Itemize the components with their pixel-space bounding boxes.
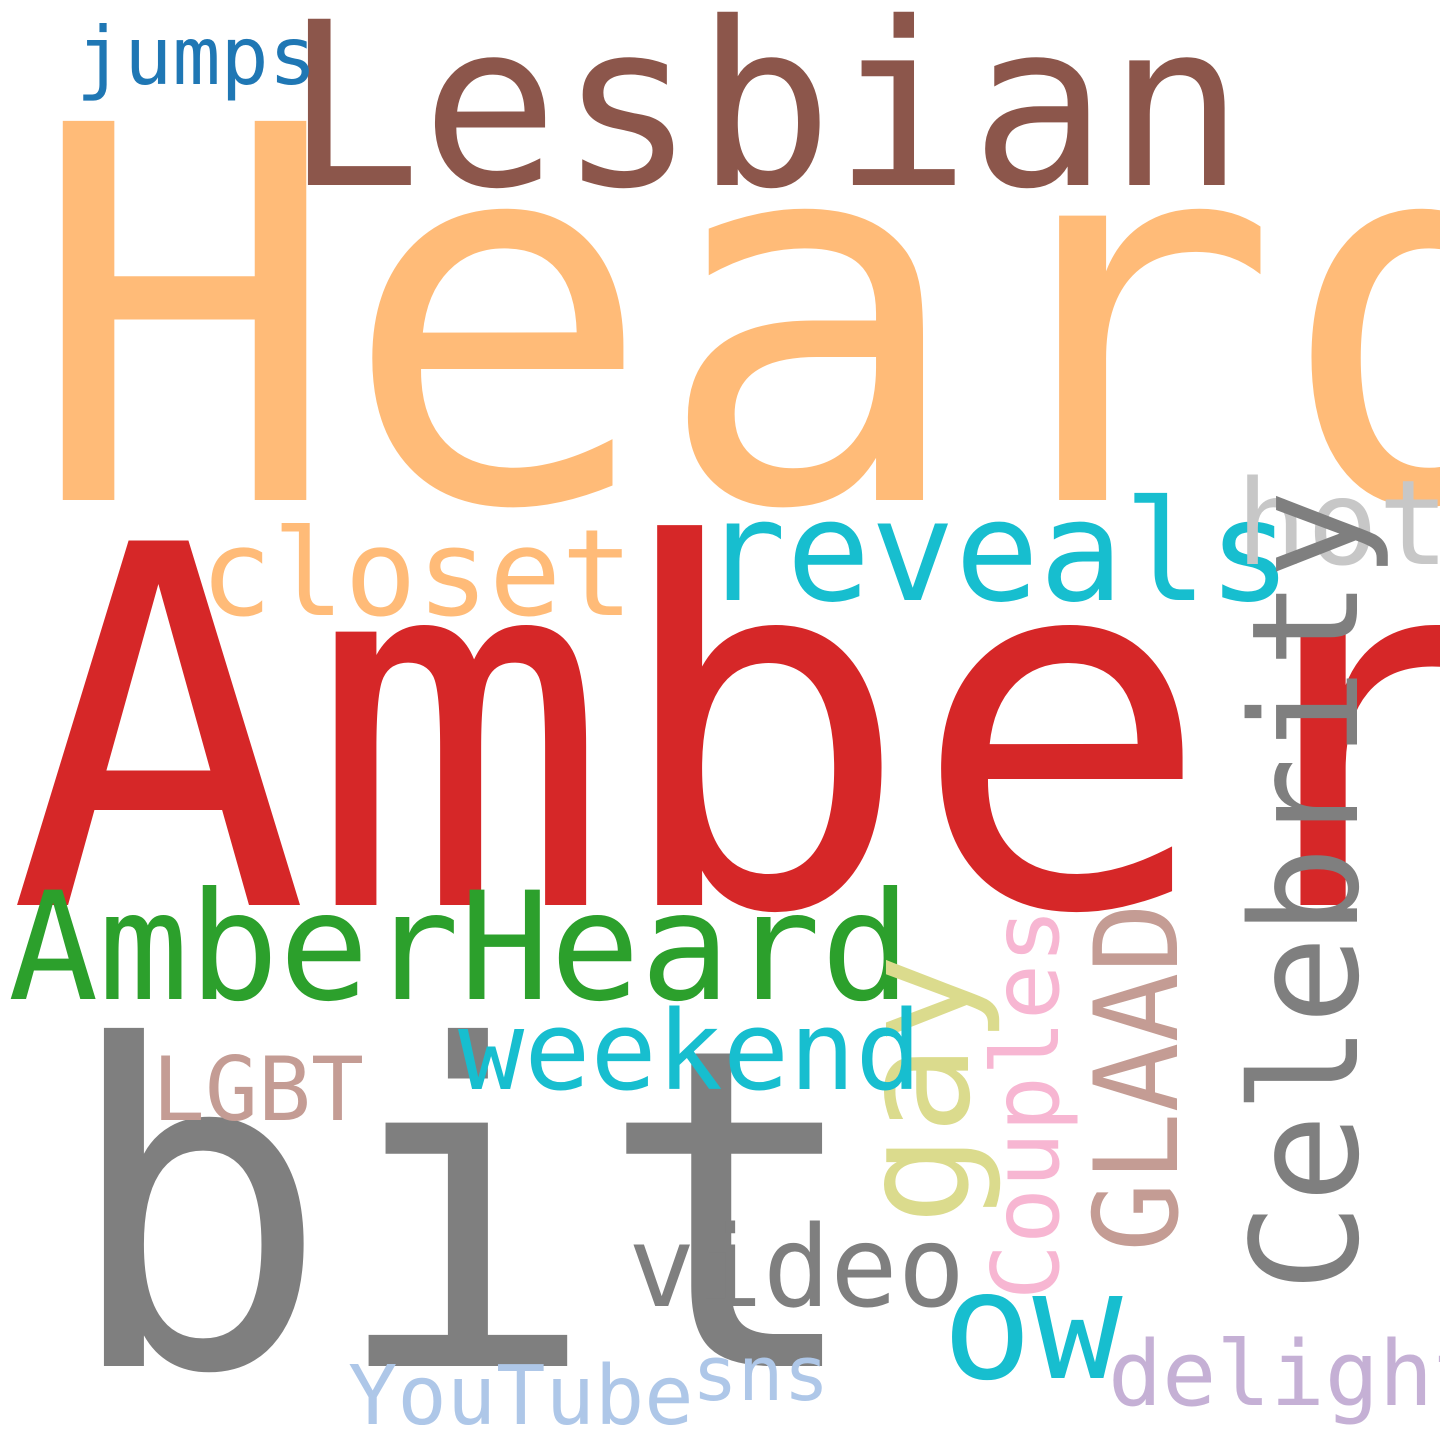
word-hot: hot bbox=[1236, 454, 1440, 592]
word-amberheard: AmberHeard bbox=[8, 861, 912, 1035]
word-weekend: weekend bbox=[458, 987, 922, 1115]
word-reveals: reveals bbox=[702, 471, 1293, 634]
word-bit: bit bbox=[62, 953, 866, 1440]
word-delight: delight bbox=[1108, 1322, 1440, 1427]
word-jumps: jumps bbox=[76, 10, 317, 103]
word-sns: sns bbox=[692, 1329, 830, 1418]
word-ow: ow bbox=[942, 1240, 1123, 1414]
word-amber: Amber bbox=[8, 441, 1440, 1023]
word-lgbt: LGBT bbox=[152, 1038, 364, 1141]
word-glaad: GLAAD bbox=[1070, 902, 1205, 1252]
word-youtube: YouTube bbox=[348, 1349, 694, 1440]
word-closet: closet bbox=[200, 505, 634, 644]
word-celebrity: Celebrity bbox=[1220, 490, 1392, 1292]
word-video: video bbox=[628, 1203, 966, 1333]
word-heard: Heard bbox=[28, 17, 1440, 623]
word-lesbian: Lesbian bbox=[284, 0, 1245, 239]
